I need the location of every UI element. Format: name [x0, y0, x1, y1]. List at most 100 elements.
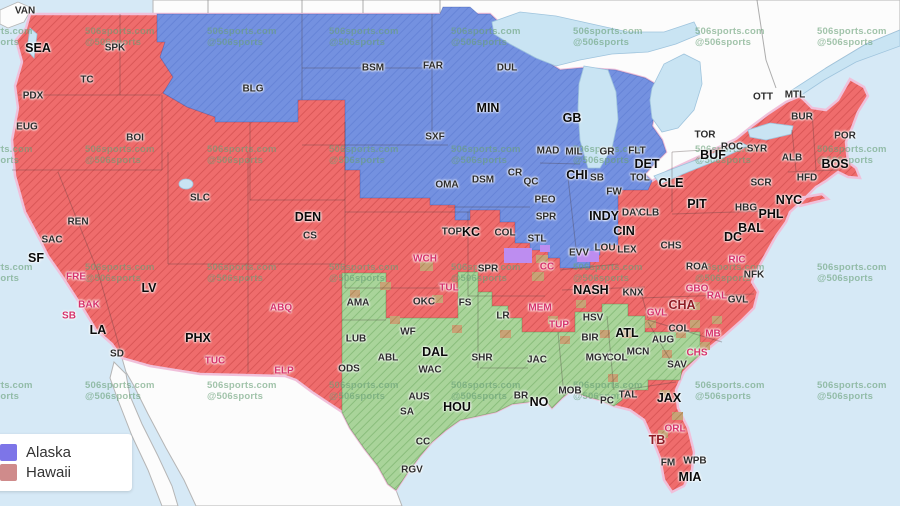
market-label: LOU	[594, 242, 616, 254]
market-label: PHL	[758, 207, 784, 221]
market-label: TUC	[204, 355, 226, 367]
market-label: REN	[67, 216, 89, 228]
market-label: SCR	[750, 177, 772, 189]
market-label: BR	[513, 390, 529, 402]
market-label: BIR	[581, 332, 599, 344]
market-label: BOS	[821, 157, 849, 171]
market-label: BUF	[700, 148, 726, 162]
market-label: LR	[496, 310, 510, 322]
market-label: TB	[648, 433, 666, 447]
market-label: HSV	[582, 312, 604, 324]
market-label: FRE	[66, 271, 86, 283]
market-label: TC	[80, 74, 94, 86]
market-label: CLE	[658, 176, 684, 190]
market-label: ROA	[685, 261, 709, 273]
market-label: BSM	[361, 62, 385, 74]
market-label: TOR	[694, 129, 716, 141]
market-label: TAL	[618, 389, 638, 401]
market-label: FM	[660, 457, 676, 469]
region-blue	[156, 6, 667, 269]
market-label: HBG	[734, 202, 758, 214]
market-label: DET	[634, 157, 660, 171]
market-label: FS	[458, 297, 472, 309]
market-label: MIL	[565, 146, 583, 158]
market-label: ORL	[664, 423, 686, 435]
great-salt-lake	[178, 178, 194, 190]
market-label: SXF	[425, 131, 445, 143]
market-label: TUL	[439, 282, 459, 294]
market-label: BOI	[126, 132, 144, 144]
market-label: CC	[539, 261, 555, 273]
market-label: GBO	[685, 283, 709, 295]
market-label: LV	[141, 281, 157, 295]
market-label: AUG	[651, 334, 675, 346]
market-label: ABQ	[269, 302, 293, 314]
market-label: SHR	[471, 352, 493, 364]
market-label: TOP	[441, 226, 463, 238]
market-label: NFK	[743, 269, 765, 281]
market-label: QC	[523, 176, 539, 188]
market-label: DUL	[496, 62, 518, 74]
market-label: OKC	[412, 296, 436, 308]
lake-huron	[649, 53, 703, 133]
market-label: AUS	[408, 391, 430, 403]
market-label: FAR	[423, 60, 443, 72]
puget-sound	[26, 27, 38, 59]
market-label: CR	[507, 167, 523, 179]
market-label: AMA	[346, 297, 370, 309]
hawaii-swatch	[0, 464, 17, 481]
market-label: MAD	[536, 145, 560, 157]
market-label: CHI	[566, 168, 588, 182]
market-label: LUB	[345, 333, 367, 345]
market-label: PEO	[534, 194, 556, 206]
market-label: SAC	[41, 234, 63, 246]
market-label: CHA	[668, 298, 696, 312]
market-label: HFD	[796, 172, 818, 184]
market-label: DSM	[471, 174, 495, 186]
market-label: WPB	[683, 455, 707, 467]
market-label: CLB	[638, 207, 660, 219]
lake-ontario	[747, 122, 794, 141]
market-label: COL	[668, 323, 690, 335]
market-label: GVL	[727, 294, 749, 306]
market-label: SF	[28, 251, 44, 265]
market-label: OMA	[435, 179, 459, 191]
st-lawrence-river	[791, 29, 900, 97]
market-label: MB	[705, 328, 721, 340]
province-borders	[207, 0, 777, 89]
market-label: MTL	[784, 89, 806, 101]
tan-patches	[350, 255, 722, 438]
great-lakes	[26, 11, 900, 190]
alaska-label: Alaska	[26, 444, 72, 461]
market-label: CIN	[613, 224, 635, 238]
violet-patches	[504, 245, 599, 263]
market-label: EVV	[568, 247, 590, 259]
market-label: SYR	[746, 143, 768, 155]
market-label: SEA	[25, 41, 51, 55]
market-label: BUR	[791, 111, 813, 123]
market-label: JAX	[656, 391, 682, 405]
market-label: KNX	[622, 287, 644, 299]
market-label: MIA	[678, 470, 702, 484]
market-label: OTT	[753, 91, 773, 103]
market-label: PDX	[22, 90, 44, 102]
market-label: WCH	[413, 253, 437, 265]
market-label: MEM	[528, 302, 552, 314]
market-label: EUG	[16, 121, 38, 133]
market-label: CHS	[686, 347, 708, 359]
market-label: ATL	[615, 326, 639, 340]
market-label: BAK	[78, 299, 100, 311]
state-borders	[12, 14, 839, 397]
lake-erie	[653, 141, 749, 185]
legend-row-hawaii: Hawaii	[0, 464, 124, 481]
market-label: ELP	[274, 365, 294, 377]
market-label: SB	[590, 172, 604, 184]
market-label: RIC	[728, 254, 746, 266]
market-label: DAL	[422, 345, 448, 359]
market-label: SB	[62, 310, 76, 322]
market-label: TOL	[630, 172, 650, 184]
market-label: FW	[606, 186, 622, 198]
lake-superior	[491, 11, 701, 67]
market-label: SPR	[477, 263, 499, 275]
